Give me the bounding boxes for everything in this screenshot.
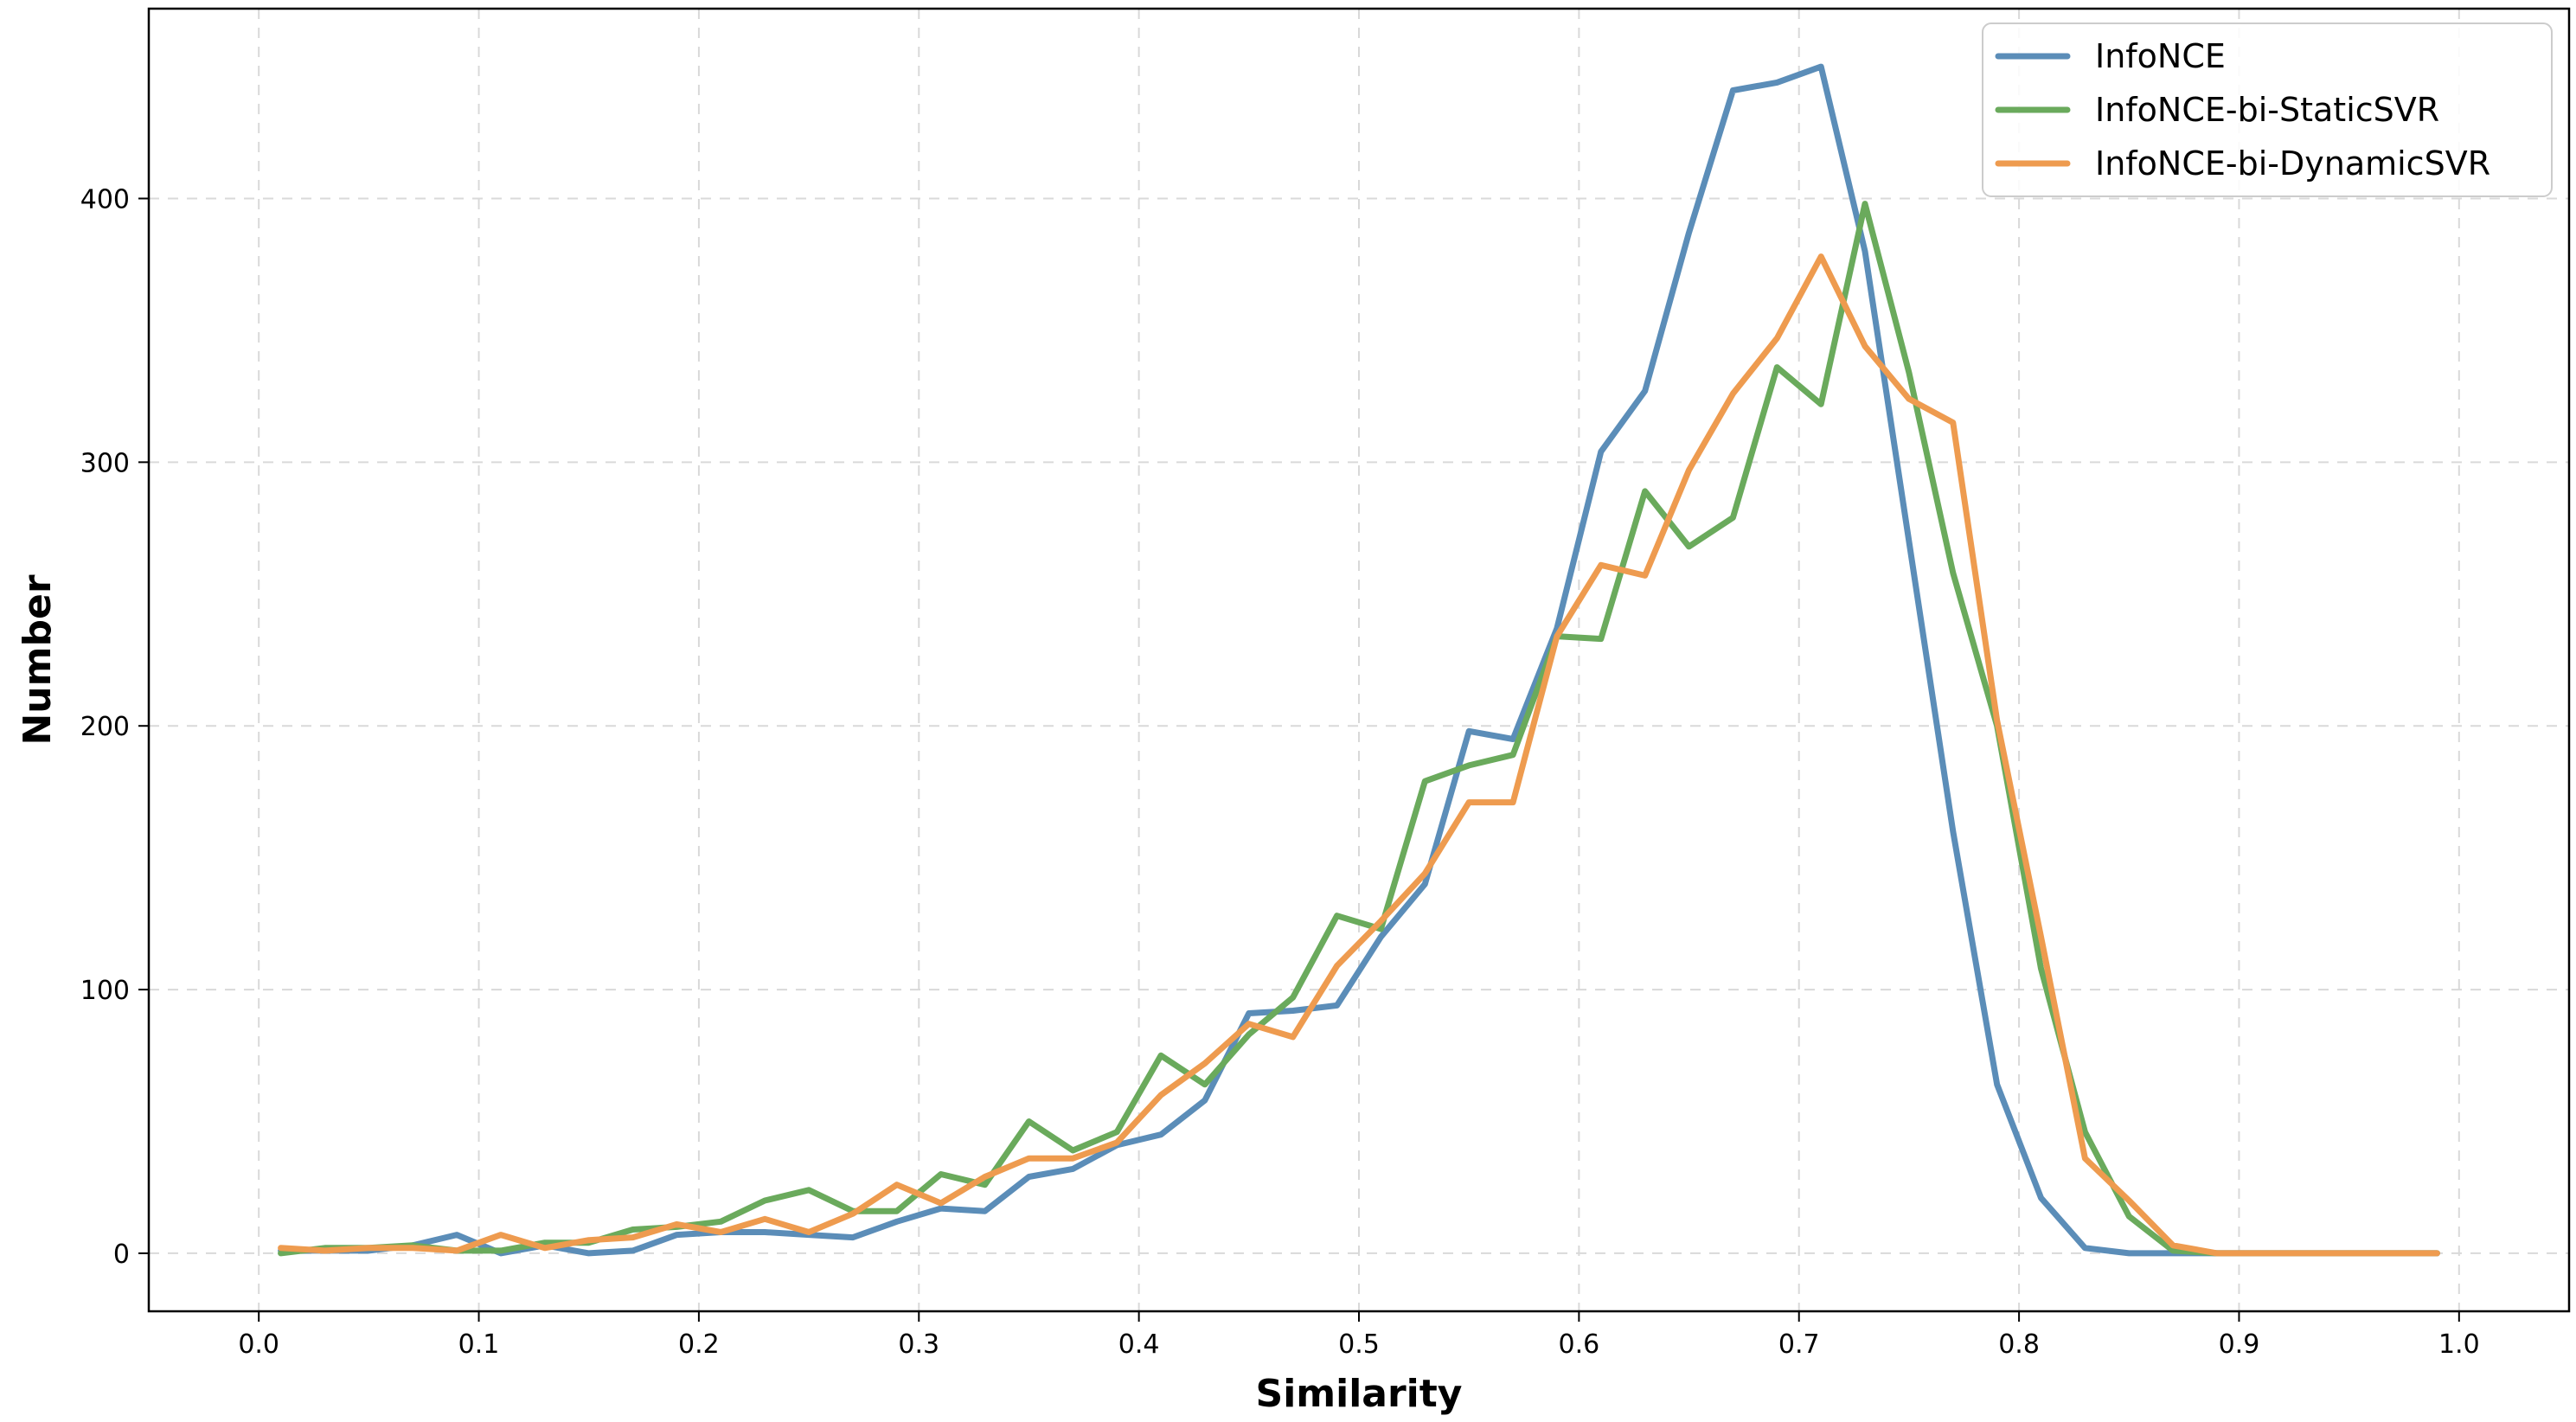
legend-label: InfoNCE <box>2095 37 2226 75</box>
x-tick-label: 0.8 <box>1998 1329 2040 1360</box>
x-tick-label: 0.2 <box>678 1329 720 1360</box>
y-tick-label: 200 <box>80 712 130 742</box>
x-tick-label: 0.4 <box>1118 1329 1160 1360</box>
legend-box <box>1982 22 2553 197</box>
x-axis-title: Similarity <box>1256 1372 1463 1416</box>
series-layer <box>278 63 2440 1257</box>
legend-label: InfoNCE-bi-StaticSVR <box>2095 91 2439 129</box>
x-tick-label: 0.7 <box>1778 1329 1820 1360</box>
y-tick-label: 400 <box>80 184 130 215</box>
series-line-infonce-bi-staticsvr <box>278 201 2440 1257</box>
x-tick-label: 0.0 <box>238 1329 279 1360</box>
x-tick-label: 0.6 <box>1559 1329 1600 1360</box>
x-tick-label: 0.1 <box>458 1329 500 1360</box>
x-tick-label: 1.0 <box>2438 1329 2480 1360</box>
y-axis-title: Number <box>16 574 60 745</box>
series-line-infonce <box>278 63 2440 1257</box>
grid-layer <box>149 9 2569 1311</box>
y-tick-label: 300 <box>80 448 130 478</box>
x-tick-label: 0.3 <box>898 1329 939 1360</box>
x-tick-label: 0.9 <box>2219 1329 2260 1360</box>
series-line-infonce-bi-dynamicsvr <box>278 253 2440 1257</box>
legend: InfoNCE InfoNCE-bi-StaticSVR InfoNCE-bi-Dy… <box>1982 22 2553 197</box>
x-tick-label: 0.5 <box>1338 1329 1380 1360</box>
y-tick-label: 100 <box>80 976 130 1006</box>
tick-layer: 0.0 0.1 0.2 0.3 0.4 0.5 0.6 0.7 0.8 0.9 1.0 0 100 200… <box>80 184 2480 1360</box>
legend-label: InfoNCE-bi-DynamicSVR <box>2095 144 2490 183</box>
y-tick-label: 0 <box>113 1239 130 1270</box>
